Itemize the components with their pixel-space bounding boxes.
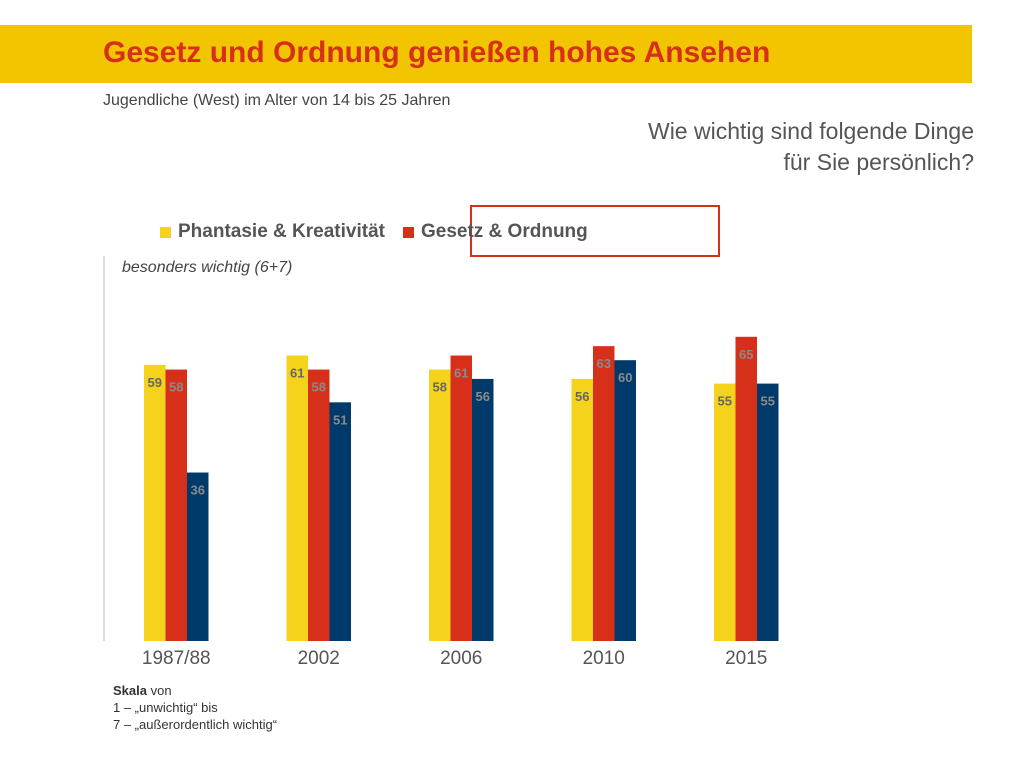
bar-2-1987/88: [165, 369, 187, 641]
data-label: 36: [191, 483, 205, 498]
legend-item-gesetz: Gesetz & Ordnung: [402, 221, 588, 243]
question-line-1: Wie wichtig sind folgende Dinge: [647, 118, 974, 144]
question-line-2: für Sie persönlich?: [783, 149, 975, 175]
data-label: 65: [739, 347, 753, 362]
data-label: 59: [148, 375, 162, 390]
legend-item-phantasie: Phantasie & Kreativität: [160, 221, 385, 243]
scale-label-suffix: von: [146, 683, 172, 698]
bar-1-2010: [571, 378, 593, 641]
bar-1-2006: [429, 369, 451, 641]
data-label: 58: [433, 380, 447, 395]
data-label: 63: [597, 356, 611, 371]
bar-3-2015: [757, 383, 779, 641]
x-tick-label: 1987/88: [142, 648, 211, 669]
bar-2-2002: [308, 369, 330, 641]
scale-line-1: 1 – „unwichtig“ bis: [113, 700, 218, 715]
bar-1-2002: [286, 355, 308, 641]
bar-3-2010: [614, 360, 636, 641]
data-label: 51: [333, 412, 347, 427]
page-title: Gesetz und Ordnung genießen hohes Ansehe…: [103, 36, 771, 69]
bar-3-2006: [472, 378, 494, 641]
legend-highlight-box: [470, 205, 720, 257]
scale-note: Skala von 1 – „unwichtig“ bis 7 – „außer…: [113, 682, 277, 733]
bar-1-2015: [714, 383, 736, 641]
x-tick-label: 2015: [725, 648, 767, 669]
scale-label: Skala: [113, 683, 147, 698]
chart-subtitle: besonders wichtig (6+7): [122, 259, 293, 276]
bar-1-1987/88: [144, 364, 166, 641]
x-tick-label: 2010: [583, 648, 625, 669]
scale-line-2: 7 – „außerordentlich wichtig“: [113, 717, 278, 732]
legend-swatch-gesetz: [402, 226, 414, 238]
title-banner: [0, 25, 972, 83]
legend-label-gesetz: Gesetz & Ordnung: [420, 221, 588, 242]
data-label: 56: [476, 389, 490, 404]
x-tick-label: 2006: [440, 648, 482, 669]
data-label: 58: [312, 380, 326, 395]
data-label: 58: [169, 380, 183, 395]
data-label: 55: [718, 394, 732, 409]
x-tick-label: 2002: [298, 648, 340, 669]
bar-2-2010: [593, 346, 615, 641]
bar-2-2006: [450, 355, 472, 641]
bar-3-2002: [329, 402, 351, 641]
legend-label-phantasie: Phantasie & Kreativität: [178, 221, 385, 242]
chart-legend: Phantasie & Kreativität Gesetz & Ordnung: [160, 221, 588, 243]
page-subtitle: Jugendliche (West) im Alter von 14 bis 2…: [103, 92, 451, 109]
bar-2-2015: [735, 336, 757, 641]
survey-question: Wie wichtig sind folgende Dinge für Sie …: [648, 116, 974, 178]
legend-swatch-phantasie: [160, 226, 171, 238]
data-label: 61: [454, 366, 468, 381]
bar-3-1987/88: [187, 472, 209, 641]
data-label: 60: [618, 370, 632, 385]
data-label: 56: [575, 389, 589, 404]
data-label: 55: [761, 394, 775, 409]
data-label: 61: [290, 366, 304, 381]
